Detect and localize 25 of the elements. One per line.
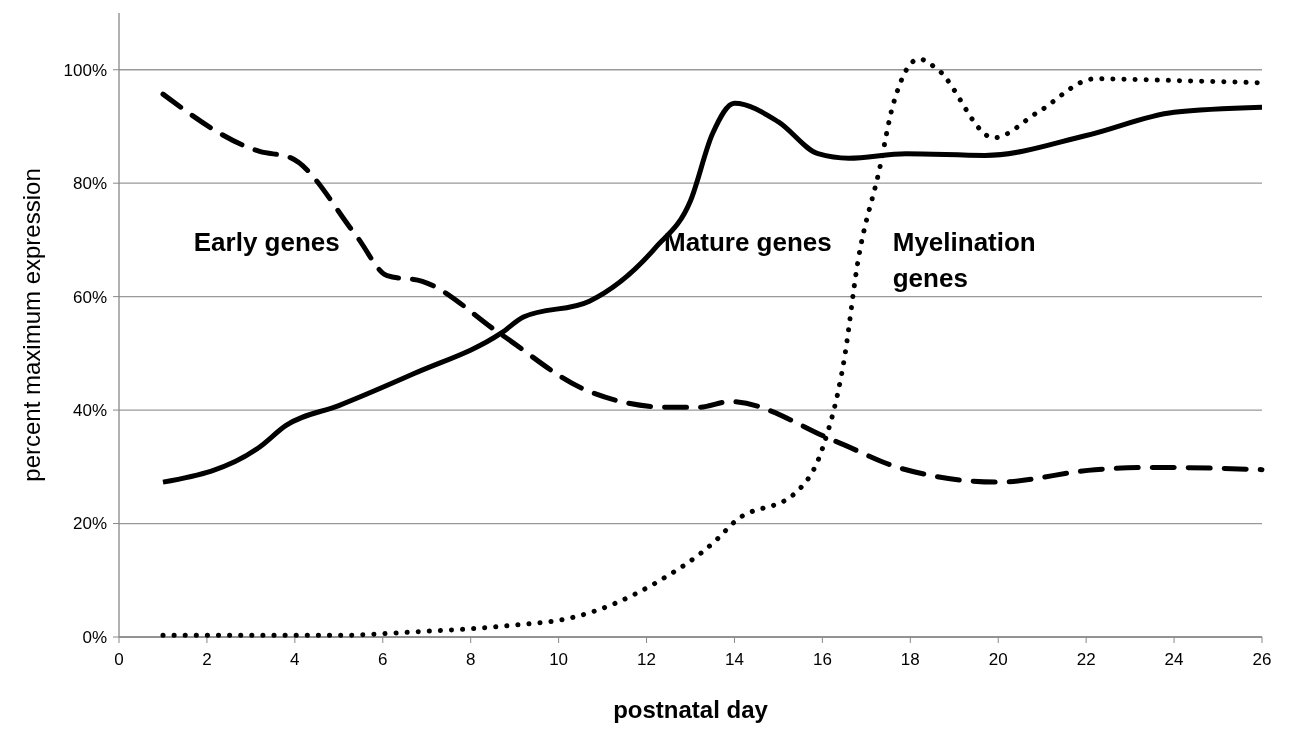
series-label: Myelination genes (892, 227, 1036, 294)
y-tick-label: 80% (72, 174, 107, 194)
y-tick-label: 100% (63, 60, 107, 80)
x-tick-label: 0 (114, 650, 124, 669)
x-tick-label: 4 (290, 650, 300, 669)
x-tick-label: 22 (1076, 650, 1096, 669)
x-tick-label: 2 (202, 650, 212, 669)
x-tick-label: 6 (378, 650, 388, 669)
x-tick-label: 8 (465, 650, 476, 669)
series-label: Early genes (193, 227, 340, 258)
y-tick-label: 60% (72, 287, 107, 307)
y-tick-label: 20% (72, 514, 107, 534)
x-axis-title: postnatal day (613, 696, 769, 723)
y-tick-label: 40% (72, 401, 107, 421)
x-tick-label: 10 (549, 650, 569, 669)
x-tick-label: 20 (988, 650, 1008, 669)
x-tick-label: 24 (1164, 650, 1184, 669)
x-tick-label: 26 (1252, 650, 1272, 669)
x-tick-label: 16 (812, 650, 832, 669)
series-label: Mature genes (664, 227, 832, 258)
x-tick-label: 14 (725, 650, 744, 669)
y-tick-label: 0% (82, 627, 107, 647)
x-tick-label: 12 (637, 650, 656, 669)
x-tick-label: 18 (900, 650, 920, 669)
y-axis-title: percent maximum expression (18, 168, 45, 482)
